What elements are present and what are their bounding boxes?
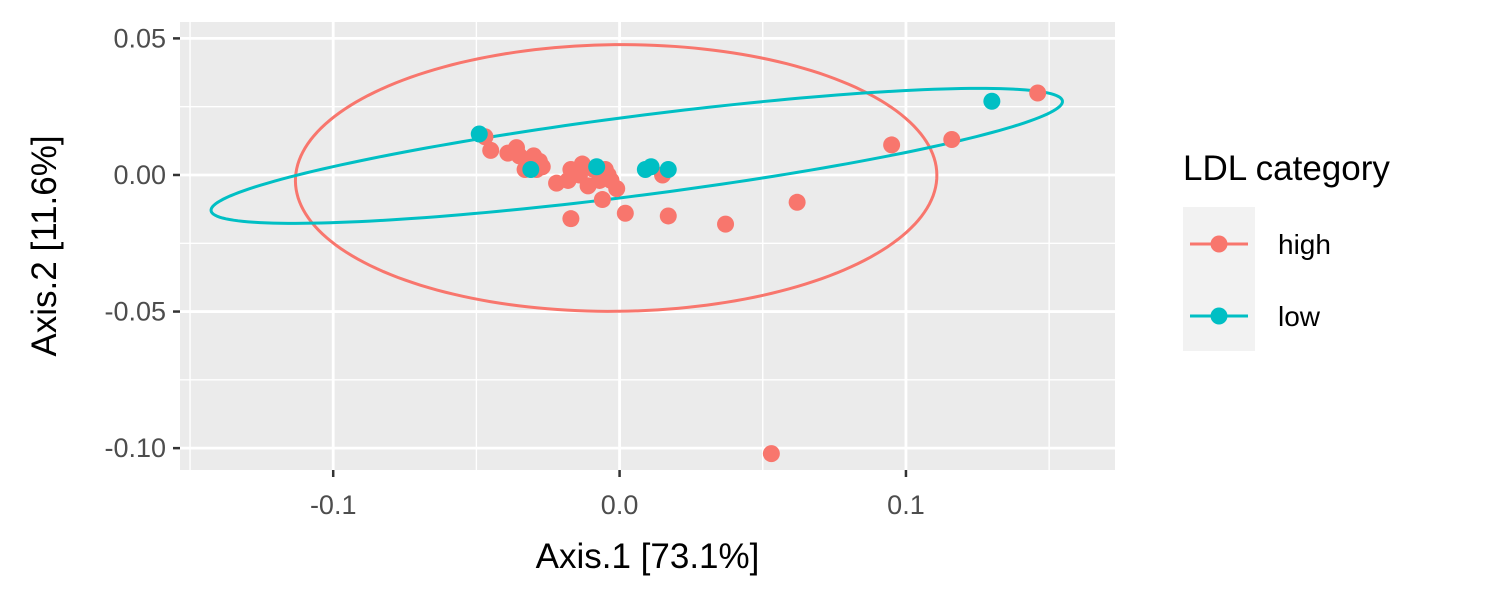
x-axis-title: Axis.1 [73.1%]: [536, 537, 760, 576]
confidence-ellipses: [209, 43, 1064, 313]
legend-title: LDL category: [1183, 149, 1390, 188]
point-high: [608, 180, 626, 198]
legend-entries: high low: [1190, 229, 1331, 332]
point-high: [659, 207, 677, 225]
point-low: [522, 161, 540, 179]
point-high: [762, 445, 780, 463]
plot-panel: [180, 22, 1115, 470]
legend-key-point: [1210, 235, 1228, 253]
legend-key-background: [1183, 207, 1255, 351]
point-high: [562, 210, 580, 228]
y-tick-label: 0.05: [113, 23, 166, 53]
point-low: [470, 125, 488, 143]
x-tick-label: 0.1: [887, 490, 925, 520]
legend-label: low: [1278, 301, 1321, 332]
point-high: [482, 141, 500, 159]
axes: -0.1 0.0 0.1 0.05 0.00 -0.05 -0.10: [104, 23, 924, 520]
point-high: [943, 130, 961, 148]
point-low: [588, 158, 606, 176]
point-high: [616, 204, 634, 222]
y-axis-title: Axis.2 [11.6%]: [25, 135, 64, 356]
y-tick-label: 0.00: [113, 160, 166, 190]
y-tick-label: -0.05: [104, 297, 166, 327]
legend-entry-low: low: [1190, 301, 1321, 332]
ellipse-high: [293, 43, 939, 313]
grid-lines: [180, 22, 1115, 470]
point-low: [642, 158, 660, 176]
legend-label: high: [1278, 229, 1331, 260]
point-low: [983, 92, 1001, 110]
point-high: [1029, 84, 1047, 102]
legend-entry-high: high: [1190, 229, 1331, 260]
ellipse-low: [209, 86, 1064, 225]
point-high: [883, 136, 901, 154]
point-high: [788, 193, 806, 211]
point-low: [659, 161, 677, 179]
y-tick-label: -0.10: [104, 433, 166, 463]
legend: LDL category high low: [1183, 149, 1390, 351]
point-high: [717, 215, 735, 233]
legend-key-point: [1210, 307, 1228, 325]
point-high: [593, 191, 611, 209]
x-tick-label: 0.0: [601, 490, 639, 520]
data-points: [470, 84, 1047, 463]
x-tick-label: -0.1: [310, 490, 357, 520]
